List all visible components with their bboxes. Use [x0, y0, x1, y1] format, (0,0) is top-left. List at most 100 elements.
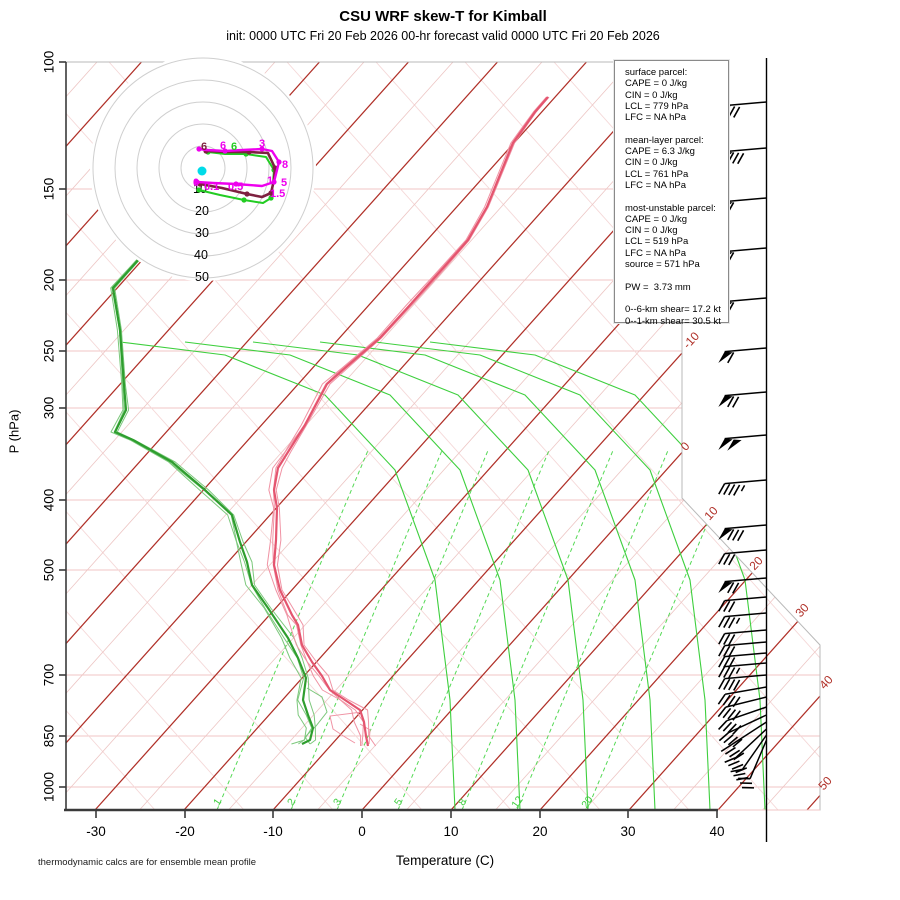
temp-tick-label: -20: [175, 824, 195, 839]
info-box-line: CIN = 0 J/kg: [625, 157, 678, 169]
wind-barb: [718, 674, 767, 691]
mixing-ratio-label: 2: [285, 796, 298, 808]
temp-tick-label: -30: [86, 824, 106, 839]
dewpoint-trace-member: [111, 239, 313, 745]
wind-barb: [718, 612, 767, 629]
info-box-line: surface parcel:: [625, 67, 688, 78]
hodograph-height-label: 1.5: [270, 188, 285, 200]
wind-barb: [718, 714, 767, 748]
moist-adiabat: [319, 341, 656, 810]
dewpoint-trace-member: [114, 239, 317, 745]
mixing-ratio-label: 1: [211, 796, 224, 808]
page-title: CSU WRF skew-T for Kimball: [339, 8, 547, 25]
y-axis-label: P (hPa): [6, 409, 22, 454]
profile-traces: [110, 96, 550, 747]
wind-barb: [738, 739, 768, 789]
wind-barb: [718, 577, 767, 594]
hodograph-height-label: 0.5: [228, 181, 243, 193]
info-box-line: LFC = NA hPa: [625, 247, 686, 259]
hodograph-height-label: 1: [267, 175, 273, 187]
hodograph-height-label: 6: [220, 140, 226, 152]
info-box-line: CAPE = 0 J/kg: [625, 213, 688, 225]
wind-barb: [718, 641, 767, 658]
info-box-line: LCL = 519 hPa: [625, 236, 689, 248]
wind-barb: [718, 629, 767, 646]
temperature-trace-member: [266, 96, 547, 747]
wind-barb: [718, 549, 767, 566]
subtitle: init: 0000 UTC Fri 20 Feb 2026 00-hr for…: [226, 29, 660, 43]
temp-tick-label: 0: [358, 824, 366, 839]
temperature-trace-member: [275, 96, 550, 747]
info-box-line: CIN = 0 J/kg: [625, 89, 678, 101]
info-box-line: LFC = NA hPa: [625, 112, 686, 124]
isotherm-label: -10: [680, 329, 702, 351]
info-box-line: 0--6-km shear= 17.2 kt: [625, 304, 721, 316]
pressure-tick-label: 100: [42, 51, 57, 74]
pressure-tick-label: 400: [42, 489, 57, 512]
pressure-tick-label: 850: [42, 725, 57, 748]
temp-tick-label: 40: [709, 824, 724, 839]
info-box-line: LCL = 779 hPa: [625, 100, 689, 112]
hodograph-ring: [114, 79, 292, 257]
wind-barb: [718, 434, 767, 451]
info-box-line: [625, 191, 724, 202]
info-box-line: [625, 293, 724, 304]
hodograph-height-label: 3: [259, 138, 265, 150]
isotherm-label: 50: [815, 773, 835, 793]
pressure-tick-label: 150: [42, 178, 57, 201]
wind-barb: [718, 391, 767, 408]
isotherm-label: 0: [678, 439, 693, 454]
pressure-tick-label: 1000: [42, 772, 57, 802]
pressure-tick-label: 300: [42, 397, 57, 420]
hodograph-height-label: 5: [281, 177, 287, 189]
hodograph-height-label: 0: [193, 177, 199, 189]
info-box-line: [625, 123, 724, 134]
parcel-info-box: surface parcel: CAPE = 0 J/kg CIN = 0 J/kg…: [614, 60, 729, 327]
wind-barb: [718, 347, 767, 364]
info-box-line: most-unstable parcel:: [625, 202, 716, 214]
pressure-tick-label: 700: [42, 664, 57, 687]
moist-adiabat: [119, 341, 456, 810]
info-box-line: PW = 3.73 mm: [625, 281, 691, 293]
info-box-line: LCL = 761 hPa: [625, 168, 689, 180]
wind-barb: [718, 596, 767, 613]
temperature-trace-mean: [272, 96, 549, 747]
info-box-line: mean-layer parcel:: [625, 134, 704, 146]
hodograph-height-label: 8: [282, 159, 288, 171]
hodograph-ring-label: 20: [195, 204, 209, 218]
hodograph-height-label: 6: [231, 141, 237, 153]
info-box-line: CAPE = 0 J/kg: [625, 78, 688, 90]
mixing-ratio-label: 20: [579, 794, 596, 811]
info-box-line: LFC = NA hPa: [625, 179, 686, 191]
wind-barb: [718, 662, 767, 679]
info-box-line: [625, 270, 724, 281]
hodograph-height-label: 0.1: [204, 181, 219, 193]
footer-note: thermodynamic calcs are for ensemble mea…: [38, 857, 257, 868]
mixing-ratio-label: 5: [392, 796, 405, 808]
hodograph-ring-label: 30: [195, 226, 209, 240]
hodograph-ring-label: 50: [195, 270, 209, 284]
moist-adiabat: [184, 341, 521, 810]
wind-barb: [720, 721, 767, 761]
hodograph-height-label: 6: [201, 141, 207, 153]
wind-barb: [718, 479, 767, 496]
info-box-line: 0--1-km shear= 30.5 kt: [625, 315, 721, 327]
hodograph-ring: [158, 123, 248, 213]
info-box-line: CIN = 0 J/kg: [625, 225, 678, 237]
dewpoint-trace-mean: [111, 239, 315, 745]
mixing-ratio-label: 3: [331, 796, 344, 808]
info-box-line: source = 571 hPa: [625, 259, 700, 271]
wind-barb: [718, 524, 767, 542]
temp-tick-label: 10: [443, 824, 458, 839]
temp-tick-label: -10: [263, 824, 283, 839]
temp-tick-label: 20: [532, 824, 547, 839]
moist-adiabat: [374, 341, 711, 810]
wind-barb: [717, 706, 767, 735]
hodograph-ring-label: 40: [194, 248, 208, 262]
hodograph-ring: [136, 101, 270, 235]
pressure-tick-label: 200: [42, 269, 57, 292]
mixing-ratio-label: 8: [456, 796, 469, 808]
